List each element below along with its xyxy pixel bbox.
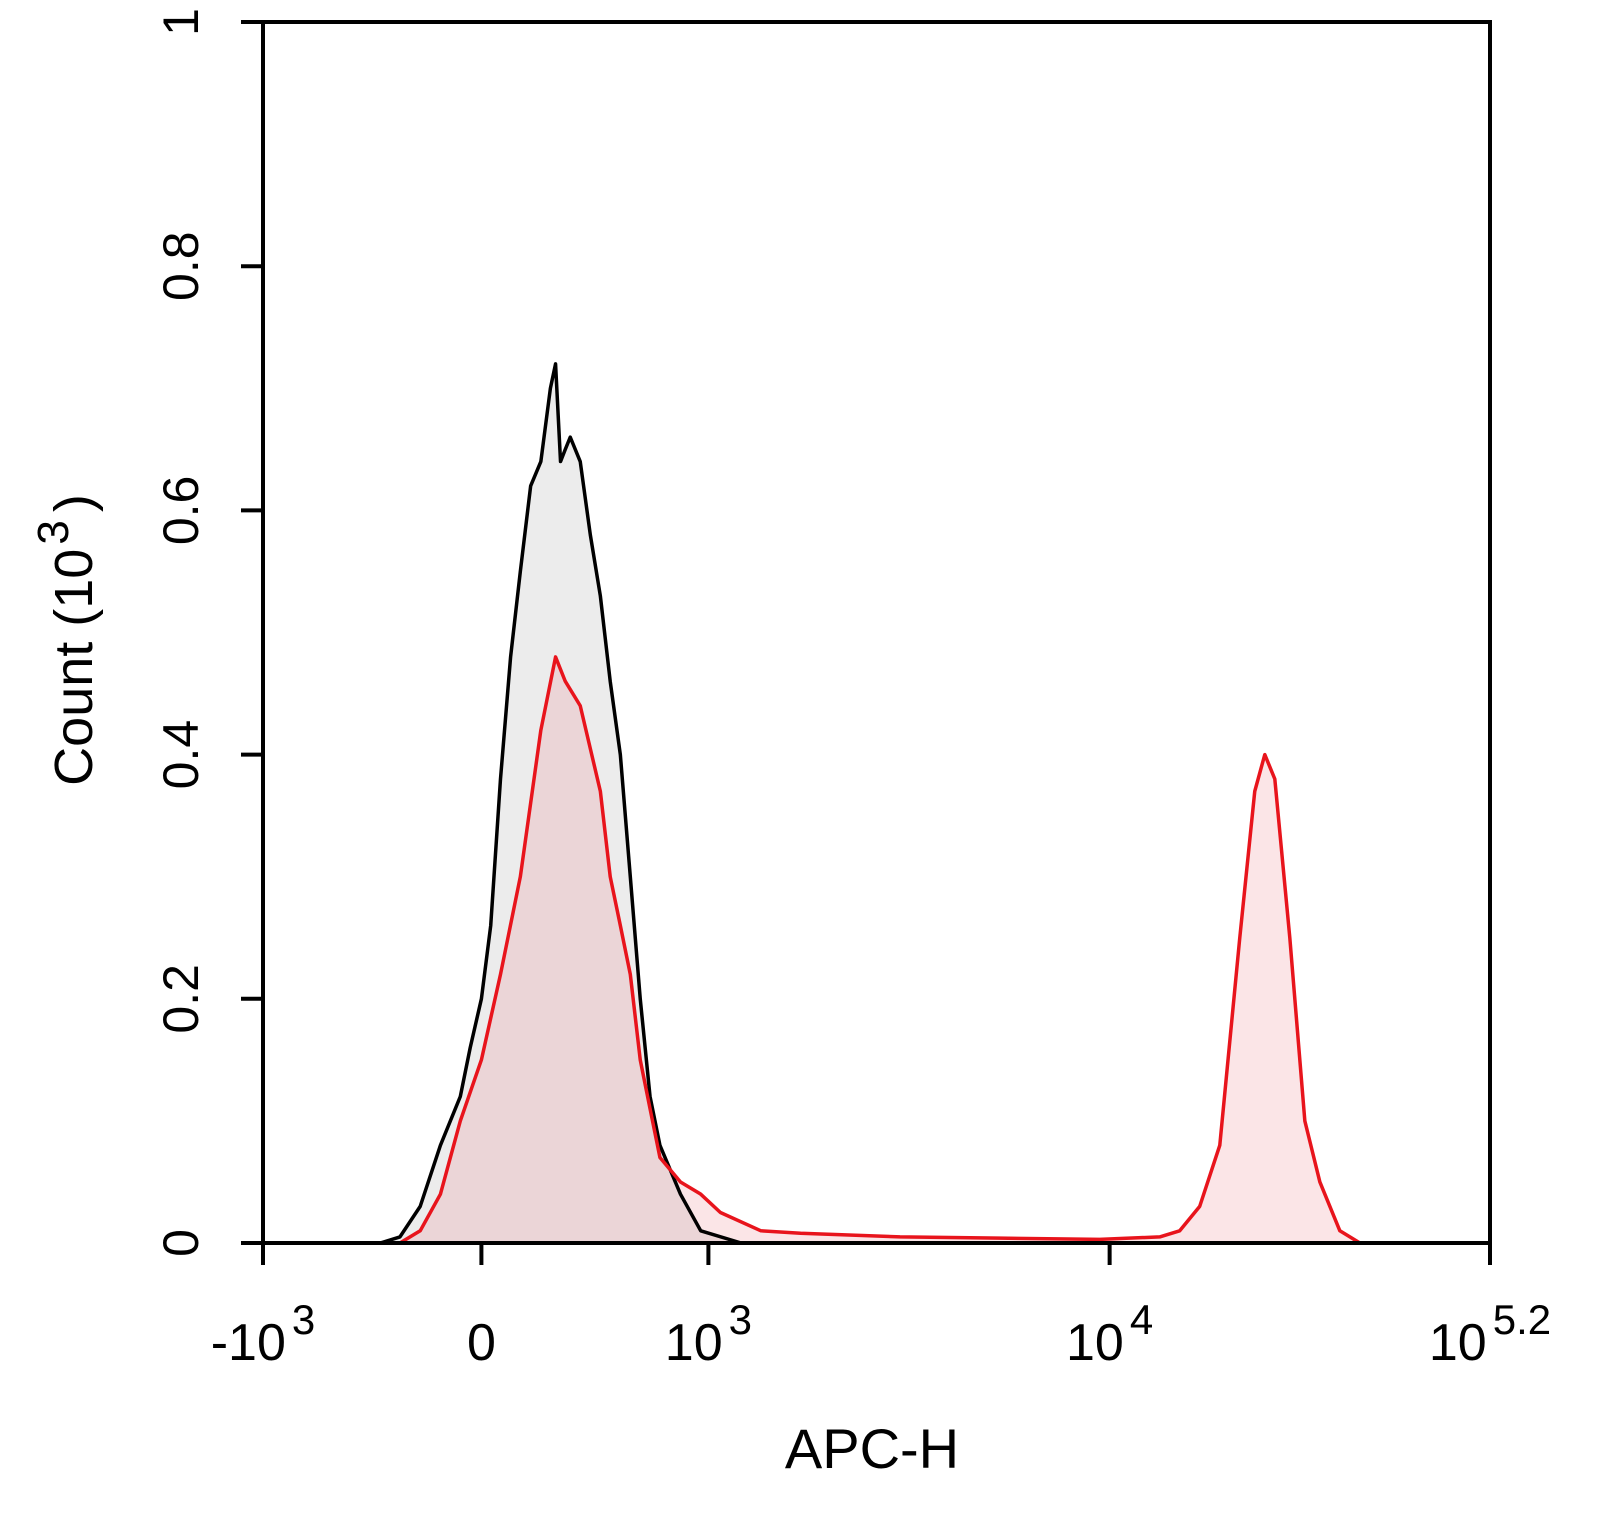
histogram-fill bbox=[380, 656, 1360, 1243]
y-label-exponent: 3 bbox=[29, 520, 78, 544]
x-tick-label: -10 3 bbox=[211, 1296, 316, 1372]
y-tick-label: 0.8 bbox=[153, 231, 209, 301]
y-tick-label: 1 bbox=[153, 8, 209, 36]
x-tick-exponent: 5.2 bbox=[1493, 1296, 1551, 1343]
x-tick-label: 10 4 bbox=[1066, 1296, 1153, 1372]
histogram-fill bbox=[380, 363, 742, 1243]
x-tick-exponent: 4 bbox=[1130, 1296, 1153, 1343]
y-tick-label: 0.2 bbox=[153, 964, 209, 1034]
x-tick-label: 10 3 bbox=[665, 1296, 752, 1372]
x-tick-base: 10 bbox=[1066, 1314, 1124, 1372]
y-tick-label: 0.6 bbox=[153, 476, 209, 546]
histogram-line bbox=[380, 655, 1361, 1245]
plot-frame bbox=[261, 20, 1492, 1245]
x-tick-exponent: 3 bbox=[292, 1296, 315, 1343]
y-tick-label: 0 bbox=[153, 1229, 209, 1257]
x-tick-label: 0 bbox=[467, 1314, 496, 1372]
x-tick-label: 10 5.2 bbox=[1429, 1296, 1551, 1372]
y-axis-label: Count (10 3) bbox=[29, 494, 104, 786]
x-axis-label: APC-H bbox=[785, 1417, 959, 1480]
x-tick-base: 10 bbox=[665, 1314, 723, 1372]
y-label-suffix: ) bbox=[44, 494, 104, 512]
x-tick-base: -10 bbox=[211, 1314, 286, 1372]
x-tick-base: 0 bbox=[467, 1314, 496, 1372]
y-label-text: Count (10 bbox=[44, 549, 104, 786]
x-tick-base: 10 bbox=[1429, 1314, 1487, 1372]
x-tick-exponent: 3 bbox=[729, 1296, 752, 1343]
y-tick-label: 0.4 bbox=[153, 720, 209, 790]
histogram-line bbox=[379, 362, 742, 1245]
